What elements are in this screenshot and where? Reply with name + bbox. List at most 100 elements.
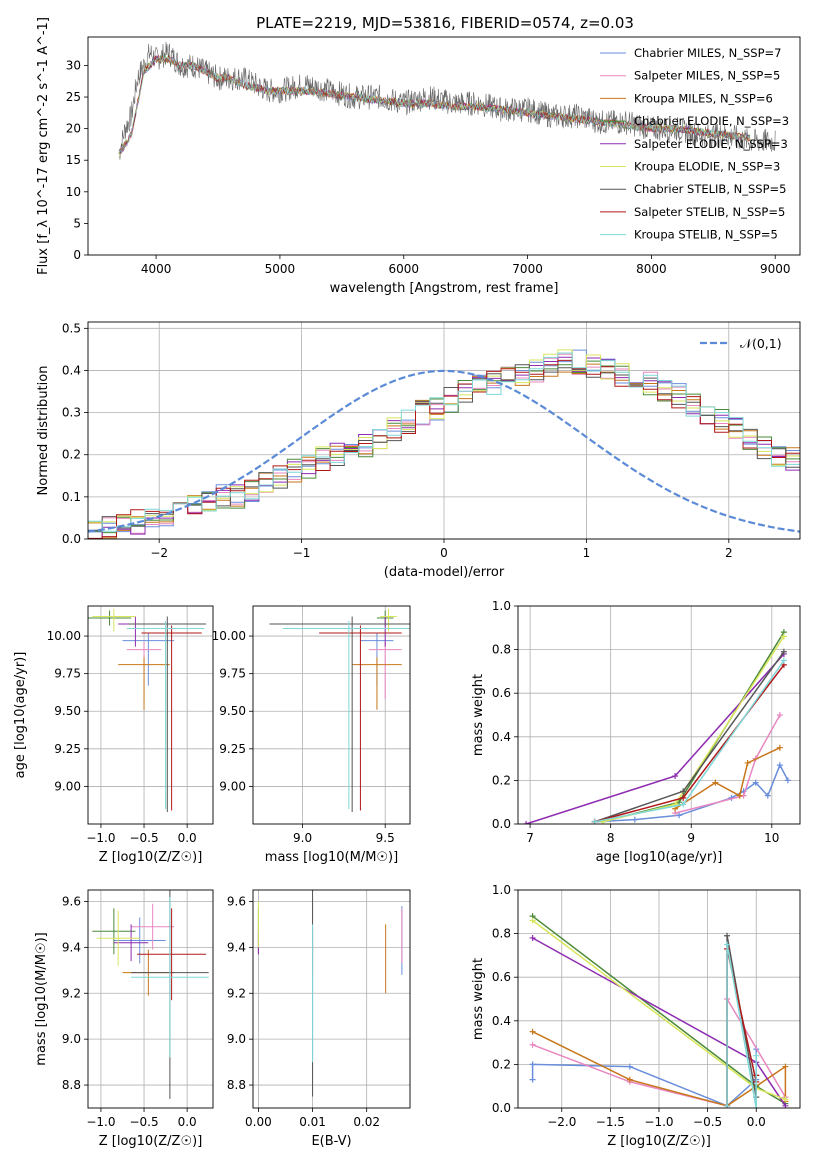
data-point xyxy=(780,633,787,640)
y-tick-label: 9.6 xyxy=(62,894,81,908)
data-point xyxy=(626,1063,633,1070)
x-tick-label: −1.5 xyxy=(596,1115,625,1129)
y-tick-label: 0.2 xyxy=(62,448,81,462)
y-axis-label: mass [log10(M/M☉)] xyxy=(34,932,49,1065)
legend-label: Chabrier ELODIE, N_SSP=3 xyxy=(634,114,789,128)
axes-frame xyxy=(517,889,801,1109)
plot-area xyxy=(257,890,403,1097)
y-tick-label: 0.1 xyxy=(62,490,81,504)
panel-2: −2 −1 0 1 2 0.0 0.1 0.2 0.3 0.4 0.5 (data-model)/er… xyxy=(36,321,801,580)
x-tick-label: 7000 xyxy=(512,262,543,276)
mass-weight-line xyxy=(726,944,757,1108)
mass-weight-line xyxy=(594,664,785,823)
x-tick-label: −1.0 xyxy=(86,1115,115,1129)
x-tick-label: −0.5 xyxy=(129,1115,158,1129)
data-point xyxy=(753,1105,760,1108)
x-tick-label: −1.0 xyxy=(86,831,115,845)
y-tick-label: 9.4 xyxy=(62,940,81,954)
panel-8: −2.0 −1.5 −1.0 −0.5 0.0 0.0 0.2 0.4 0.6 0.8 1.0 Z [… xyxy=(471,883,801,1149)
residual-histogram xyxy=(88,364,800,531)
data-point xyxy=(780,657,787,664)
panel-5: 7 8 9 10 0.0 0.2 0.4 0.6 0.8 1.0 age [log10(age/yr… xyxy=(471,599,801,865)
x-tick-label: 6000 xyxy=(388,262,419,276)
plot-area xyxy=(88,609,207,812)
data-point xyxy=(784,777,791,784)
panel-7: 0.00 0.01 0.02 8.8 9.0 9.2 9.4 9.6 E(B-V) xyxy=(227,889,411,1149)
data-point xyxy=(529,1061,536,1068)
normal-reference-curve xyxy=(88,369,800,533)
data-point xyxy=(676,812,683,819)
y-tick-label: 9.25 xyxy=(54,742,81,756)
y-tick-label: 0.2 xyxy=(492,1057,511,1071)
panel-1: 4000 5000 6000 7000 8000 9000 0 5 10 15 20 25 30 wave… xyxy=(36,17,801,296)
data-point xyxy=(764,792,771,799)
x-tick-label: −2.0 xyxy=(547,1115,576,1129)
x-tick-label: 9.0 xyxy=(293,831,312,845)
data-point xyxy=(529,934,536,941)
data-point xyxy=(776,744,783,751)
y-tick-label: 0 xyxy=(73,248,81,262)
y-axis-label: Normed distribution xyxy=(36,366,51,496)
data-point xyxy=(680,788,687,795)
y-tick-label: 0.0 xyxy=(492,1101,511,1115)
data-point xyxy=(782,1063,789,1070)
y-tick-label: 9.25 xyxy=(219,742,246,756)
data-point xyxy=(736,792,743,799)
x-tick-label: 7 xyxy=(526,831,534,845)
chart-title: PLATE=2219, MJD=53816, FIBERID=0574, z=0… xyxy=(256,14,634,32)
y-tick-label: 8.8 xyxy=(227,1078,246,1092)
mass-weight-line xyxy=(602,631,785,823)
y-axis-label: mass weight xyxy=(471,674,486,756)
x-tick-label: 9000 xyxy=(760,262,791,276)
plot-area xyxy=(523,629,791,824)
data-point xyxy=(776,762,783,769)
y-tick-label: 9.0 xyxy=(62,1032,81,1046)
data-point xyxy=(529,1076,536,1083)
y-tick-label: 0.4 xyxy=(492,730,511,744)
data-point xyxy=(523,821,530,824)
x-axis-label: Z [log10(Z/Z☉)] xyxy=(99,1134,203,1149)
y-tick-label: 30 xyxy=(66,58,81,72)
y-tick-label: 9.2 xyxy=(62,986,81,1000)
axes-frame xyxy=(252,605,411,825)
x-tick-label: 0.0 xyxy=(178,1115,197,1129)
mass-weight-line xyxy=(525,653,785,824)
y-tick-label: 0.3 xyxy=(62,406,81,420)
y-tick-label: 0.8 xyxy=(492,927,511,941)
y-tick-label: 0.2 xyxy=(492,773,511,787)
axes-frame xyxy=(87,605,214,825)
y-tick-label: 0.4 xyxy=(62,363,81,377)
x-axis-label: E(B-V) xyxy=(311,1134,351,1149)
data-point xyxy=(672,773,679,780)
data-point xyxy=(680,794,687,801)
axes-frame xyxy=(252,889,411,1109)
y-tick-label: 0.6 xyxy=(492,686,511,700)
x-tick-label: 8 xyxy=(607,831,615,845)
legend-label: Chabrier MILES, N_SSP=7 xyxy=(634,46,781,60)
x-tick-label: −1 xyxy=(293,546,311,560)
y-tick-label: 0.0 xyxy=(492,817,511,831)
data-point xyxy=(626,1076,633,1083)
residual-histogram xyxy=(88,352,800,532)
y-tick-label: 20 xyxy=(66,122,81,136)
x-tick-label: −0.5 xyxy=(129,831,158,845)
x-tick-label: 0.01 xyxy=(299,1115,326,1129)
y-tick-label: 9.75 xyxy=(219,667,246,681)
data-point xyxy=(529,1041,536,1048)
axes-frame xyxy=(87,321,801,540)
data-point xyxy=(752,779,759,786)
x-axis-label: (data-model)/error xyxy=(384,565,505,580)
data-point xyxy=(712,779,719,786)
y-tick-label: 0.8 xyxy=(492,643,511,657)
y-axis-label: age [log10(age/yr)] xyxy=(13,652,28,779)
y-tick-label: 0.5 xyxy=(62,321,81,335)
x-tick-label: 9.5 xyxy=(376,831,395,845)
x-tick-label: −0.5 xyxy=(693,1115,722,1129)
plot-area xyxy=(118,41,776,160)
x-tick-label: 0 xyxy=(440,546,448,560)
plot-area xyxy=(529,913,789,1108)
y-tick-label: 0.0 xyxy=(62,532,81,546)
x-tick-label: 8000 xyxy=(636,262,667,276)
data-point xyxy=(724,932,731,939)
